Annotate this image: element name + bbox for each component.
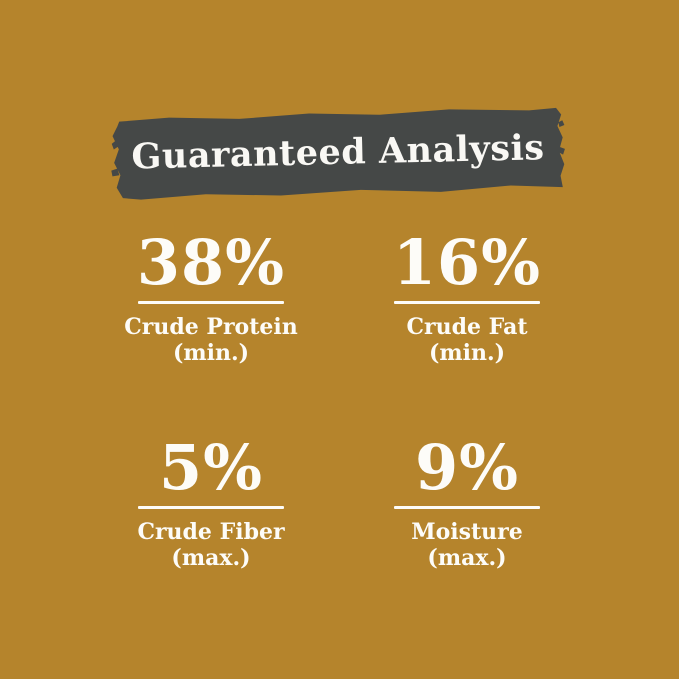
stat-qualifier: (min.) (172, 340, 250, 366)
stat-qualifier: (max.) (427, 545, 507, 571)
stat-crude-fiber: 5% Crude Fiber (max.) (71, 431, 351, 572)
stat-qualifier: (max.) (171, 545, 251, 571)
stat-name: Crude Protein (124, 314, 298, 340)
divider-line (138, 506, 284, 509)
stat-qualifier: (min.) (428, 340, 506, 366)
stat-value: 38% (136, 226, 286, 299)
stat-value: 9% (414, 431, 520, 504)
stat-moisture: 9% Moisture (max.) (327, 432, 607, 571)
stat-name: Moisture (411, 519, 523, 545)
banner: Guaranteed Analysis (109, 105, 567, 203)
divider-line (394, 301, 540, 304)
stat-name: Crude Fat (406, 314, 528, 340)
stat-value: 5% (158, 431, 264, 504)
divider-line (138, 301, 284, 304)
banner-torn-rectangle-shape (111, 107, 565, 200)
stat-crude-protein: 38% Crude Protein (min.) (71, 226, 351, 367)
divider-line (394, 506, 540, 509)
stat-crude-fat: 16% Crude Fat (min.) (327, 226, 607, 367)
stat-name: Crude Fiber (137, 519, 285, 545)
stat-value: 16% (392, 226, 542, 299)
